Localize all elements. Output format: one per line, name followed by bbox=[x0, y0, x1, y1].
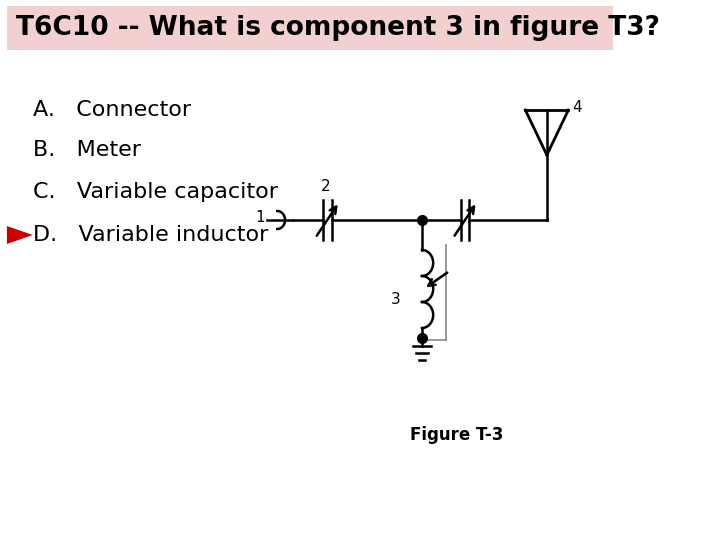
Polygon shape bbox=[7, 226, 32, 244]
Text: 1: 1 bbox=[256, 210, 265, 225]
Text: B.   Meter: B. Meter bbox=[32, 140, 140, 160]
Text: T6C10 -- What is component 3 in figure T3?: T6C10 -- What is component 3 in figure T… bbox=[16, 15, 660, 41]
Text: Figure T-3: Figure T-3 bbox=[410, 426, 503, 444]
Text: 2: 2 bbox=[320, 179, 330, 194]
Text: 3: 3 bbox=[391, 292, 400, 307]
Text: A.   Connector: A. Connector bbox=[32, 100, 191, 120]
FancyBboxPatch shape bbox=[7, 6, 613, 50]
Text: 4: 4 bbox=[572, 100, 582, 116]
Text: C.   Variable capacitor: C. Variable capacitor bbox=[32, 182, 278, 202]
Text: D.   Variable inductor: D. Variable inductor bbox=[32, 225, 268, 245]
